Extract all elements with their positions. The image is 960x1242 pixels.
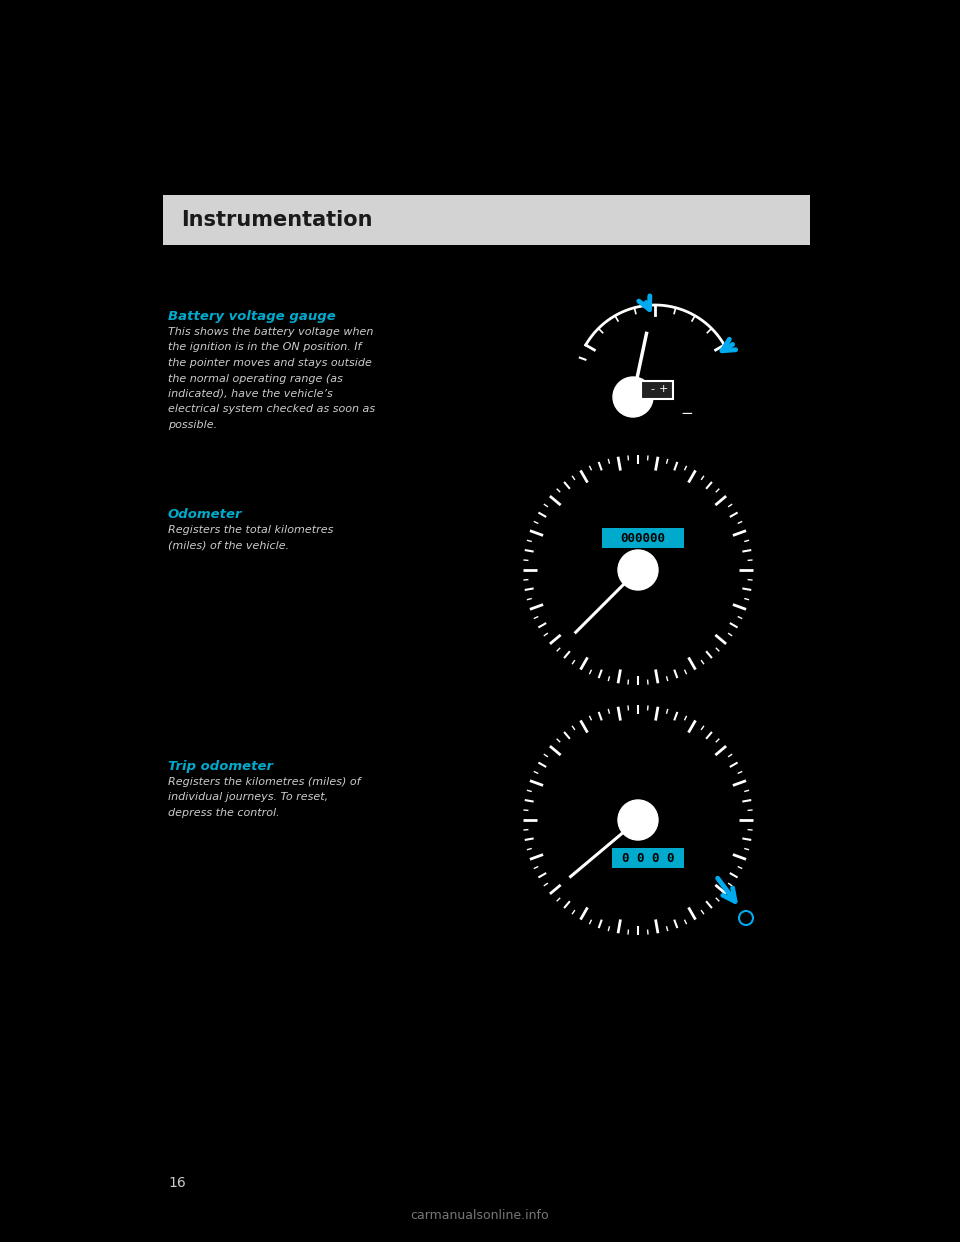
Circle shape [618, 550, 658, 590]
Text: the pointer moves and stays outside: the pointer moves and stays outside [168, 358, 372, 368]
Bar [641, 381, 673, 399]
Text: 000000: 000000 [620, 532, 665, 544]
Text: Registers the total kilometres: Registers the total kilometres [168, 525, 333, 535]
Circle shape [618, 800, 658, 840]
Circle shape [613, 378, 653, 417]
Text: 16: 16 [168, 1176, 185, 1190]
Text: possible.: possible. [168, 420, 217, 430]
Text: individual journeys. To reset,: individual journeys. To reset, [168, 792, 328, 802]
Text: the ignition is in the ON position. If: the ignition is in the ON position. If [168, 343, 361, 353]
Text: depress the control.: depress the control. [168, 809, 279, 818]
Text: -: - [650, 384, 654, 394]
Bar [612, 848, 684, 868]
Text: electrical system checked as soon as: electrical system checked as soon as [168, 405, 375, 415]
Bar [163, 195, 810, 245]
Text: Battery voltage gauge: Battery voltage gauge [168, 310, 336, 323]
Text: Odometer: Odometer [168, 508, 243, 520]
Text: Instrumentation: Instrumentation [181, 210, 372, 230]
Text: indicated), have the vehicle’s: indicated), have the vehicle’s [168, 389, 333, 399]
Text: Registers the kilometres (miles) of: Registers the kilometres (miles) of [168, 777, 361, 787]
Text: −: − [681, 405, 693, 421]
Text: Trip odometer: Trip odometer [168, 760, 273, 773]
Text: This shows the battery voltage when: This shows the battery voltage when [168, 327, 373, 337]
Text: the normal operating range (as: the normal operating range (as [168, 374, 343, 384]
Bar [602, 528, 684, 548]
Text: (miles) of the vehicle.: (miles) of the vehicle. [168, 540, 289, 550]
Text: +: + [659, 384, 668, 394]
Text: carmanualsonline.info: carmanualsonline.info [411, 1208, 549, 1222]
Text: 0 0 0 0: 0 0 0 0 [622, 852, 674, 864]
